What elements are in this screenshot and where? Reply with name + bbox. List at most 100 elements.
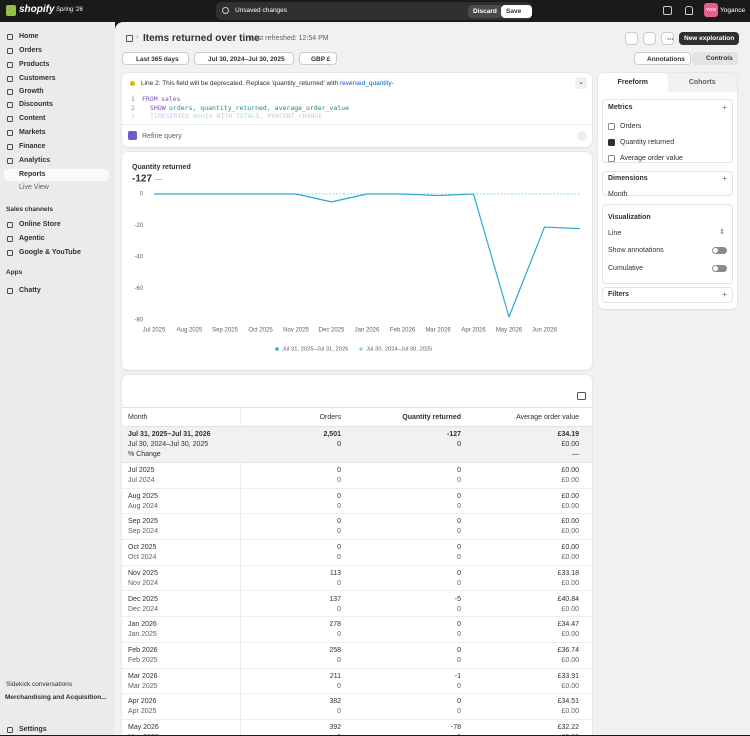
store-icon[interactable] bbox=[663, 6, 672, 15]
nav-item[interactable]: Content bbox=[4, 113, 109, 125]
month: Jan 2026 bbox=[128, 621, 157, 629]
user-name[interactable]: Yogance bbox=[720, 7, 746, 14]
section-box bbox=[602, 204, 733, 284]
filter-button[interactable]: GBP £ bbox=[299, 52, 337, 65]
code-keyword: SHOW bbox=[150, 103, 166, 112]
y-tick-label: -20 bbox=[134, 223, 143, 229]
conversation[interactable]: Merchandising and Acquisition... bbox=[5, 694, 107, 701]
cell-prior: 0 bbox=[337, 502, 341, 510]
column-header[interactable]: Average order value bbox=[516, 414, 579, 421]
nav-item[interactable]: Analytics bbox=[4, 155, 109, 167]
annotations-button[interactable]: Annotations bbox=[634, 52, 691, 65]
nav-item[interactable]: Orders bbox=[4, 45, 109, 57]
channel-item[interactable]: Agentic bbox=[4, 233, 109, 245]
cell-value: 211 bbox=[329, 672, 341, 680]
metric[interactable]: Quantity returned bbox=[620, 139, 675, 146]
cell-prior: 0 bbox=[457, 554, 461, 562]
controls-button[interactable]: Controls bbox=[692, 52, 738, 65]
cell-value: £34.47 bbox=[557, 621, 579, 629]
section-box bbox=[602, 171, 733, 196]
nav-item[interactable]: Markets bbox=[4, 127, 109, 139]
cell-prior: 0 bbox=[457, 502, 461, 510]
checkbox[interactable] bbox=[608, 155, 615, 162]
cell-value: £36.74 bbox=[557, 646, 579, 654]
bell-icon[interactable] bbox=[685, 6, 693, 15]
new-exploration[interactable]: New exploration bbox=[679, 32, 740, 45]
toggle[interactable] bbox=[712, 265, 727, 272]
nav-item[interactable]: Customers bbox=[4, 73, 109, 85]
nav-item[interactable]: Home bbox=[4, 31, 109, 43]
y-tick-label: -60 bbox=[134, 286, 143, 292]
add-button[interactable]: + bbox=[722, 174, 727, 183]
checkbox[interactable] bbox=[608, 139, 615, 146]
toggle-label: Cumulative bbox=[608, 265, 644, 272]
prior-month: Apr 2025 bbox=[128, 708, 157, 716]
nav-item[interactable]: Products bbox=[4, 59, 109, 71]
cell-value: £0.00 bbox=[561, 467, 579, 474]
cell-value: £33.91 bbox=[557, 672, 579, 680]
submit-button[interactable] bbox=[577, 131, 587, 141]
breadcrumb-sep: › bbox=[136, 34, 139, 41]
report-icon bbox=[126, 35, 133, 42]
cell-value: £0.00 bbox=[561, 492, 579, 500]
cell-value: £0.00 bbox=[561, 518, 579, 526]
settings[interactable]: Settings bbox=[4, 724, 109, 736]
discard-button[interactable]: Discard bbox=[468, 4, 502, 18]
status: Unsaved changes bbox=[235, 7, 288, 14]
metric[interactable]: Average order value bbox=[620, 155, 683, 162]
refine[interactable]: Refine query bbox=[142, 133, 182, 140]
series-line bbox=[154, 193, 581, 318]
table-row: Apr 2026 Apr 2025 382 0 0 0 £34.51 £0.00 bbox=[122, 694, 592, 720]
nav-icon bbox=[7, 250, 13, 256]
nav-item[interactable]: Growth bbox=[4, 86, 109, 98]
table-header: Month Orders Quantity returned Average orde… bbox=[122, 408, 592, 427]
month: Feb 2026 bbox=[128, 646, 158, 654]
toggle[interactable] bbox=[712, 247, 727, 254]
tab[interactable]: Freeform bbox=[598, 73, 668, 92]
nav-item[interactable]: Finance bbox=[4, 141, 109, 153]
sidekick-label[interactable]: Sidekick conversations bbox=[6, 681, 73, 688]
tab[interactable]: Cohorts bbox=[688, 79, 716, 86]
metric[interactable]: Orders bbox=[620, 123, 642, 130]
brand: shopify bbox=[19, 4, 55, 15]
cell-prior: £0.00 bbox=[561, 502, 579, 510]
code-line: 1 FROM sales bbox=[122, 95, 592, 104]
collapse-button[interactable]: ⌄ bbox=[575, 77, 587, 89]
section-label[interactable]: Apps bbox=[6, 269, 23, 276]
column-header[interactable]: Orders bbox=[319, 414, 341, 421]
warning-link[interactable]: reversed_quantity- bbox=[339, 80, 394, 87]
cell-value: 258 bbox=[329, 646, 341, 654]
checkbox[interactable] bbox=[608, 123, 615, 130]
column-header[interactable]: Quantity returned bbox=[402, 414, 461, 421]
code-text: orders, quantity_returned, average_order… bbox=[169, 103, 350, 112]
table-toggle[interactable] bbox=[577, 392, 586, 400]
cell-prior: 0 bbox=[337, 477, 341, 484]
section-label[interactable]: Sales channels bbox=[6, 206, 53, 213]
summary-value: 0 bbox=[457, 441, 461, 448]
filter-button[interactable]: Jul 30, 2024–Jul 30, 2025 bbox=[194, 52, 294, 65]
nav-icon bbox=[7, 48, 13, 54]
save-button[interactable]: Save as bbox=[501, 4, 532, 28]
cell-value: £32.22 bbox=[557, 724, 579, 731]
nav-item[interactable]: Discounts bbox=[4, 99, 109, 111]
cell-prior: 0 bbox=[337, 631, 341, 639]
month: Jul 2025 bbox=[128, 467, 155, 474]
info-button[interactable] bbox=[643, 32, 656, 45]
avatar[interactable]: YOG bbox=[704, 3, 718, 17]
filter-button[interactable]: Last 365 days bbox=[122, 52, 189, 65]
swap-button[interactable] bbox=[625, 32, 638, 45]
month: May 2026 bbox=[128, 724, 159, 731]
app-item[interactable]: Chatty bbox=[4, 285, 109, 297]
summary-label: Jul 30, 2024–Jul 30, 2025 bbox=[128, 441, 209, 448]
x-tick-label: Apr 2026 bbox=[461, 328, 486, 334]
more-button[interactable]: ⋯ bbox=[661, 32, 674, 45]
column-header[interactable]: Month bbox=[128, 414, 148, 421]
channel-item[interactable]: Online Store bbox=[4, 219, 109, 231]
nav-item[interactable]: Reports bbox=[4, 169, 109, 181]
nav-item[interactable]: Live View bbox=[19, 184, 49, 191]
add-button[interactable]: + bbox=[722, 103, 727, 112]
channel-item[interactable]: Google & YouTube bbox=[4, 247, 109, 259]
cell-prior: 0 bbox=[457, 631, 461, 639]
nav-icon bbox=[7, 727, 13, 733]
add-button[interactable]: + bbox=[722, 290, 727, 299]
